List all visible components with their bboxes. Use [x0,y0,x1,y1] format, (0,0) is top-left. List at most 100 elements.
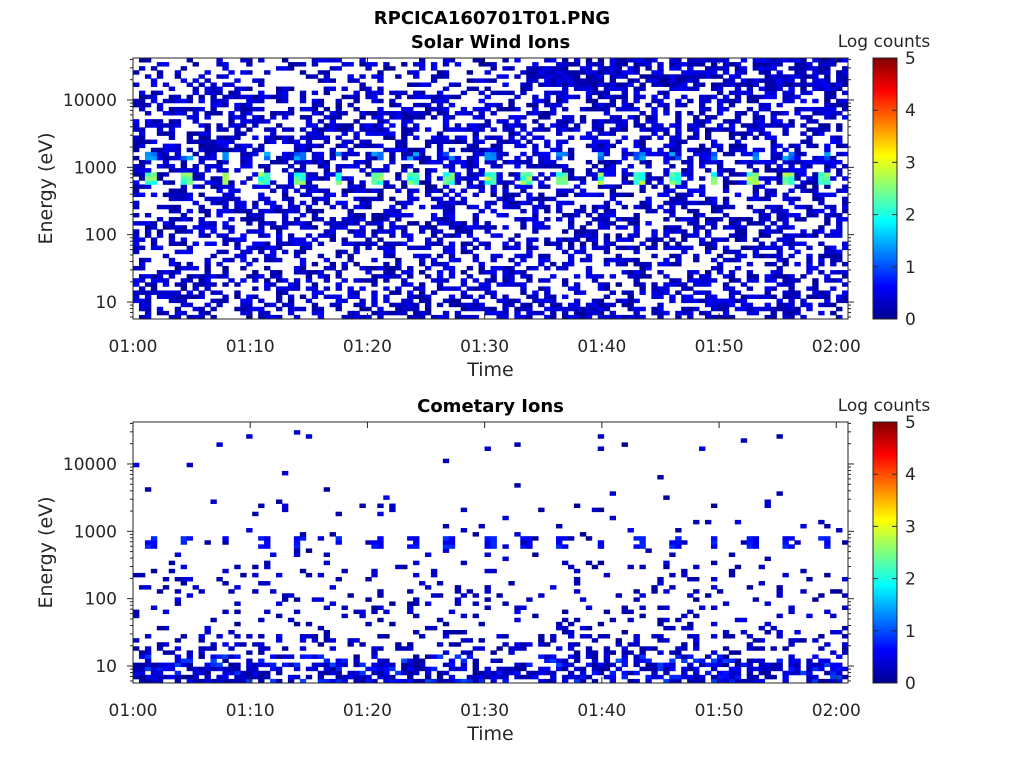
heatmap-cell [597,159,605,165]
heatmap-cell [782,111,789,116]
heatmap-cell [627,78,634,83]
heatmap-cell [448,94,456,100]
heatmap-cell [198,229,205,234]
heatmap-cell [156,164,164,169]
heatmap-cell [216,98,223,104]
heatmap-cell [293,621,301,627]
heatmap-cell [693,70,700,75]
heatmap-cell [663,560,670,566]
heatmap-cell [502,58,509,63]
heatmap-cell [484,568,491,574]
heatmap-cell [174,123,182,128]
heatmap-cell [764,233,771,238]
heatmap-cell [252,670,259,676]
heatmap-cell [579,135,587,140]
heatmap-cell [490,274,497,279]
heatmap-cell [216,666,223,672]
heatmap-cell [579,532,587,537]
heatmap-cell [800,298,807,304]
heatmap-cell [204,629,211,635]
heatmap-cell [818,70,825,75]
heatmap-cell [478,111,485,116]
heatmap-cell [776,123,783,128]
heatmap-cell [317,625,325,631]
heatmap-cell [573,666,581,672]
heatmap-cell [681,229,688,234]
heatmap-cell [645,678,652,684]
heatmap-cell [484,241,491,246]
heatmap-cell [240,164,247,169]
heatmap-cell [526,78,533,83]
heatmap-cell [550,58,557,63]
heatmap-cell [705,278,712,283]
heatmap-cell [293,265,301,271]
heatmap-cell [663,666,670,672]
heatmap-cell [311,270,319,275]
heatmap-cell [430,94,438,100]
heatmap-cell [198,233,205,238]
heatmap-cell [311,102,319,108]
heatmap-cell [270,131,277,136]
heatmap-cell [693,638,700,643]
heatmap-cell [585,674,593,680]
heatmap-cell [782,278,789,283]
heatmap-cell [436,678,444,684]
heatmap-cell [353,294,360,300]
heatmap-cell [740,245,748,251]
heatmap-cell [264,151,271,157]
heatmap-cell [395,290,402,295]
heatmap-cell [681,298,688,304]
heatmap-cell [526,86,533,92]
heatmap-cell [693,253,700,259]
heatmap-cell [669,261,676,267]
heatmap-cell [430,568,438,574]
heatmap-cell [609,188,617,193]
heatmap-cell [562,314,569,320]
heatmap-cell [222,139,229,145]
heatmap-cell [335,98,342,104]
heatmap-cell [436,617,444,623]
heatmap-cell [752,294,760,300]
heatmap-cell [716,204,724,210]
heatmap-cell [532,94,539,100]
heatmap-cell [168,143,176,149]
heatmap-cell [210,225,217,230]
heatmap-cell [258,196,265,202]
heatmap-cell [329,155,336,161]
heatmap-cell [538,286,545,291]
heatmap-cell [573,589,581,594]
heatmap-cell [174,298,182,304]
heatmap-cell [687,62,694,67]
heatmap-cell [538,115,545,120]
heatmap-cell [353,302,360,308]
heatmap-cell [156,229,164,234]
heatmap-cell [699,119,706,124]
heatmap-cell [335,168,342,173]
heatmap-cell [550,106,557,112]
heatmap-cell [550,294,557,300]
heatmap-cell [371,654,378,659]
heatmap-cell [496,674,503,680]
heatmap-cell [508,646,515,651]
heatmap-cell [508,265,515,271]
heatmap-cell [413,314,420,320]
heatmap-cell [395,678,402,684]
heatmap-cell [782,159,789,165]
heatmap-cell [228,147,235,153]
heatmap-cell [806,119,813,124]
heatmap-cell [520,274,527,279]
heatmap-cell [240,70,247,75]
heatmap-cell [651,245,658,251]
heatmap-cell [538,221,545,226]
heatmap-cell [371,188,378,193]
heatmap-cell [222,155,229,161]
heatmap-cell [466,225,474,230]
heatmap-cell [740,237,748,242]
heatmap-cell [448,200,456,206]
heatmap-cell [174,638,182,643]
heatmap-cell [299,143,307,149]
heatmap-cell [758,159,765,165]
heatmap-cell [705,94,712,100]
heatmap-cell [627,270,634,275]
heatmap-cell [836,102,843,108]
